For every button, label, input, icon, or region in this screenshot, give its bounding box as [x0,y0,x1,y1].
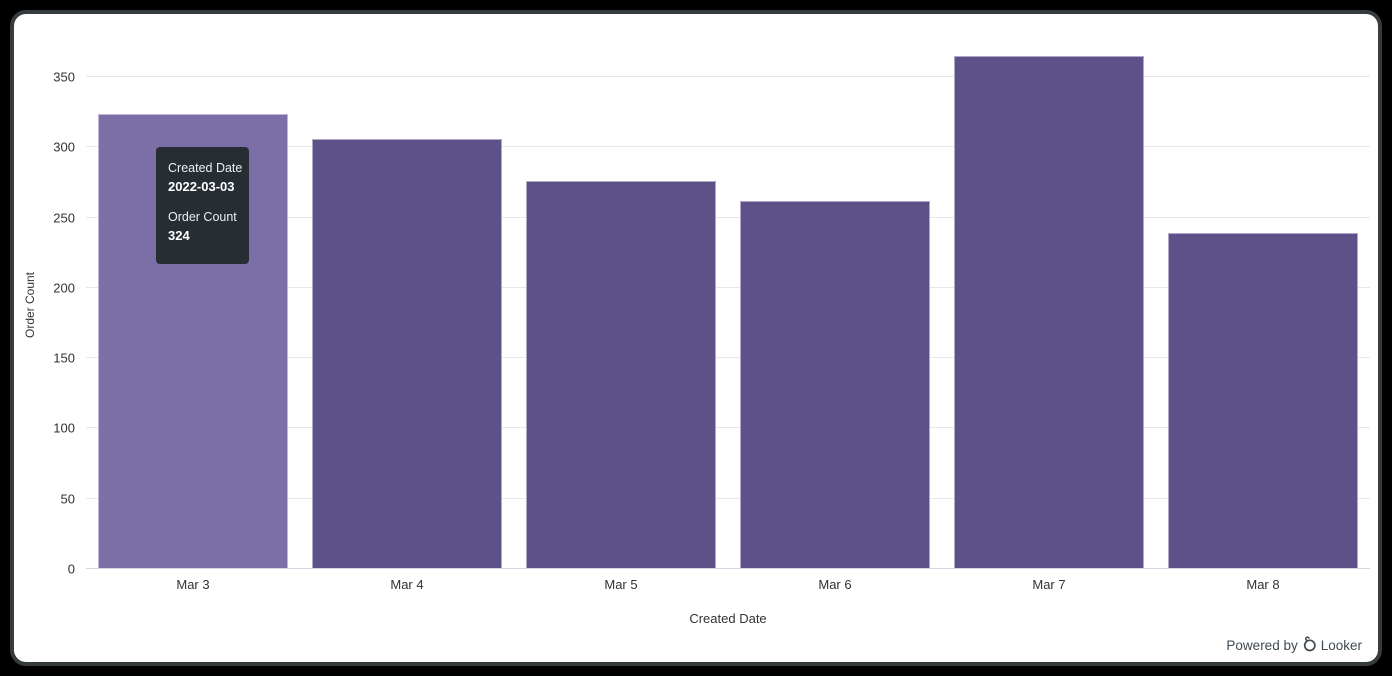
x-axis-title: Created Date [689,611,767,626]
chart-bar-mar-4[interactable] [311,138,503,569]
chart-bar-mar-5[interactable] [525,181,717,569]
chart-bar-mar-7[interactable] [953,56,1145,569]
y-axis-tick-label: 300 [53,139,75,155]
tooltip: Created Date 2022-03-03 Order Count 324 [156,147,249,264]
tooltip-measure-value: 324 [168,227,190,243]
gridline [86,286,1370,288]
brand-label: Looker [1320,638,1362,653]
x-axis-tick-label: Mar 6 [818,577,852,592]
y-axis-tick-label: 0 [67,561,75,577]
chart-bar-mar-8[interactable] [1167,233,1359,569]
gridline [86,146,1370,148]
gridline [86,216,1370,218]
x-axis-tick-label: Mar 4 [390,577,424,592]
powered-by-label: Powered by [1226,638,1298,653]
bar-slot [728,42,942,569]
chart-bar-mar-6[interactable] [739,200,931,569]
y-axis-tick-labels: 0 50 100 150 200 250 300 350 [14,42,75,576]
tooltip-dimension-value: 2022-03-03 [168,179,235,195]
gridline [86,357,1370,359]
y-axis-tick-label: 350 [53,69,75,85]
gridline [86,76,1370,78]
x-axis-tick-label: Mar 8 [1246,577,1280,592]
plot-area [86,42,1370,569]
x-axis-tick-label: Mar 3 [176,577,210,592]
x-axis-tick-label: Mar 7 [1032,577,1066,592]
bars-container [86,42,1370,569]
tooltip-measure-label: Order Count [168,209,237,224]
tooltip-spacer [168,197,239,208]
y-axis-tick-label: 100 [53,420,75,436]
tooltip-dimension-label: Created Date [168,161,243,175]
gridline [86,497,1370,499]
x-axis-line [86,568,1370,569]
powered-by-looker-link[interactable]: Powered by Looker [1226,636,1362,655]
bar-slot [514,42,728,569]
y-axis-tick-label: 50 [60,491,75,507]
looker-logo-icon [1302,636,1317,655]
gridline [86,427,1370,429]
x-axis-tick-label: Mar 5 [604,577,638,592]
bar-slot [86,42,300,569]
bar-slot [1156,42,1370,569]
bar-slot [942,42,1156,569]
y-axis-tick-label: 200 [53,280,75,296]
y-axis-tick-label: 150 [53,350,75,366]
x-axis-tick-labels: Mar 3 Mar 4 Mar 5 Mar 6 Mar 7 Mar 8 [86,577,1370,595]
bar-slot [300,42,514,569]
y-axis-tick-label: 250 [53,210,75,226]
